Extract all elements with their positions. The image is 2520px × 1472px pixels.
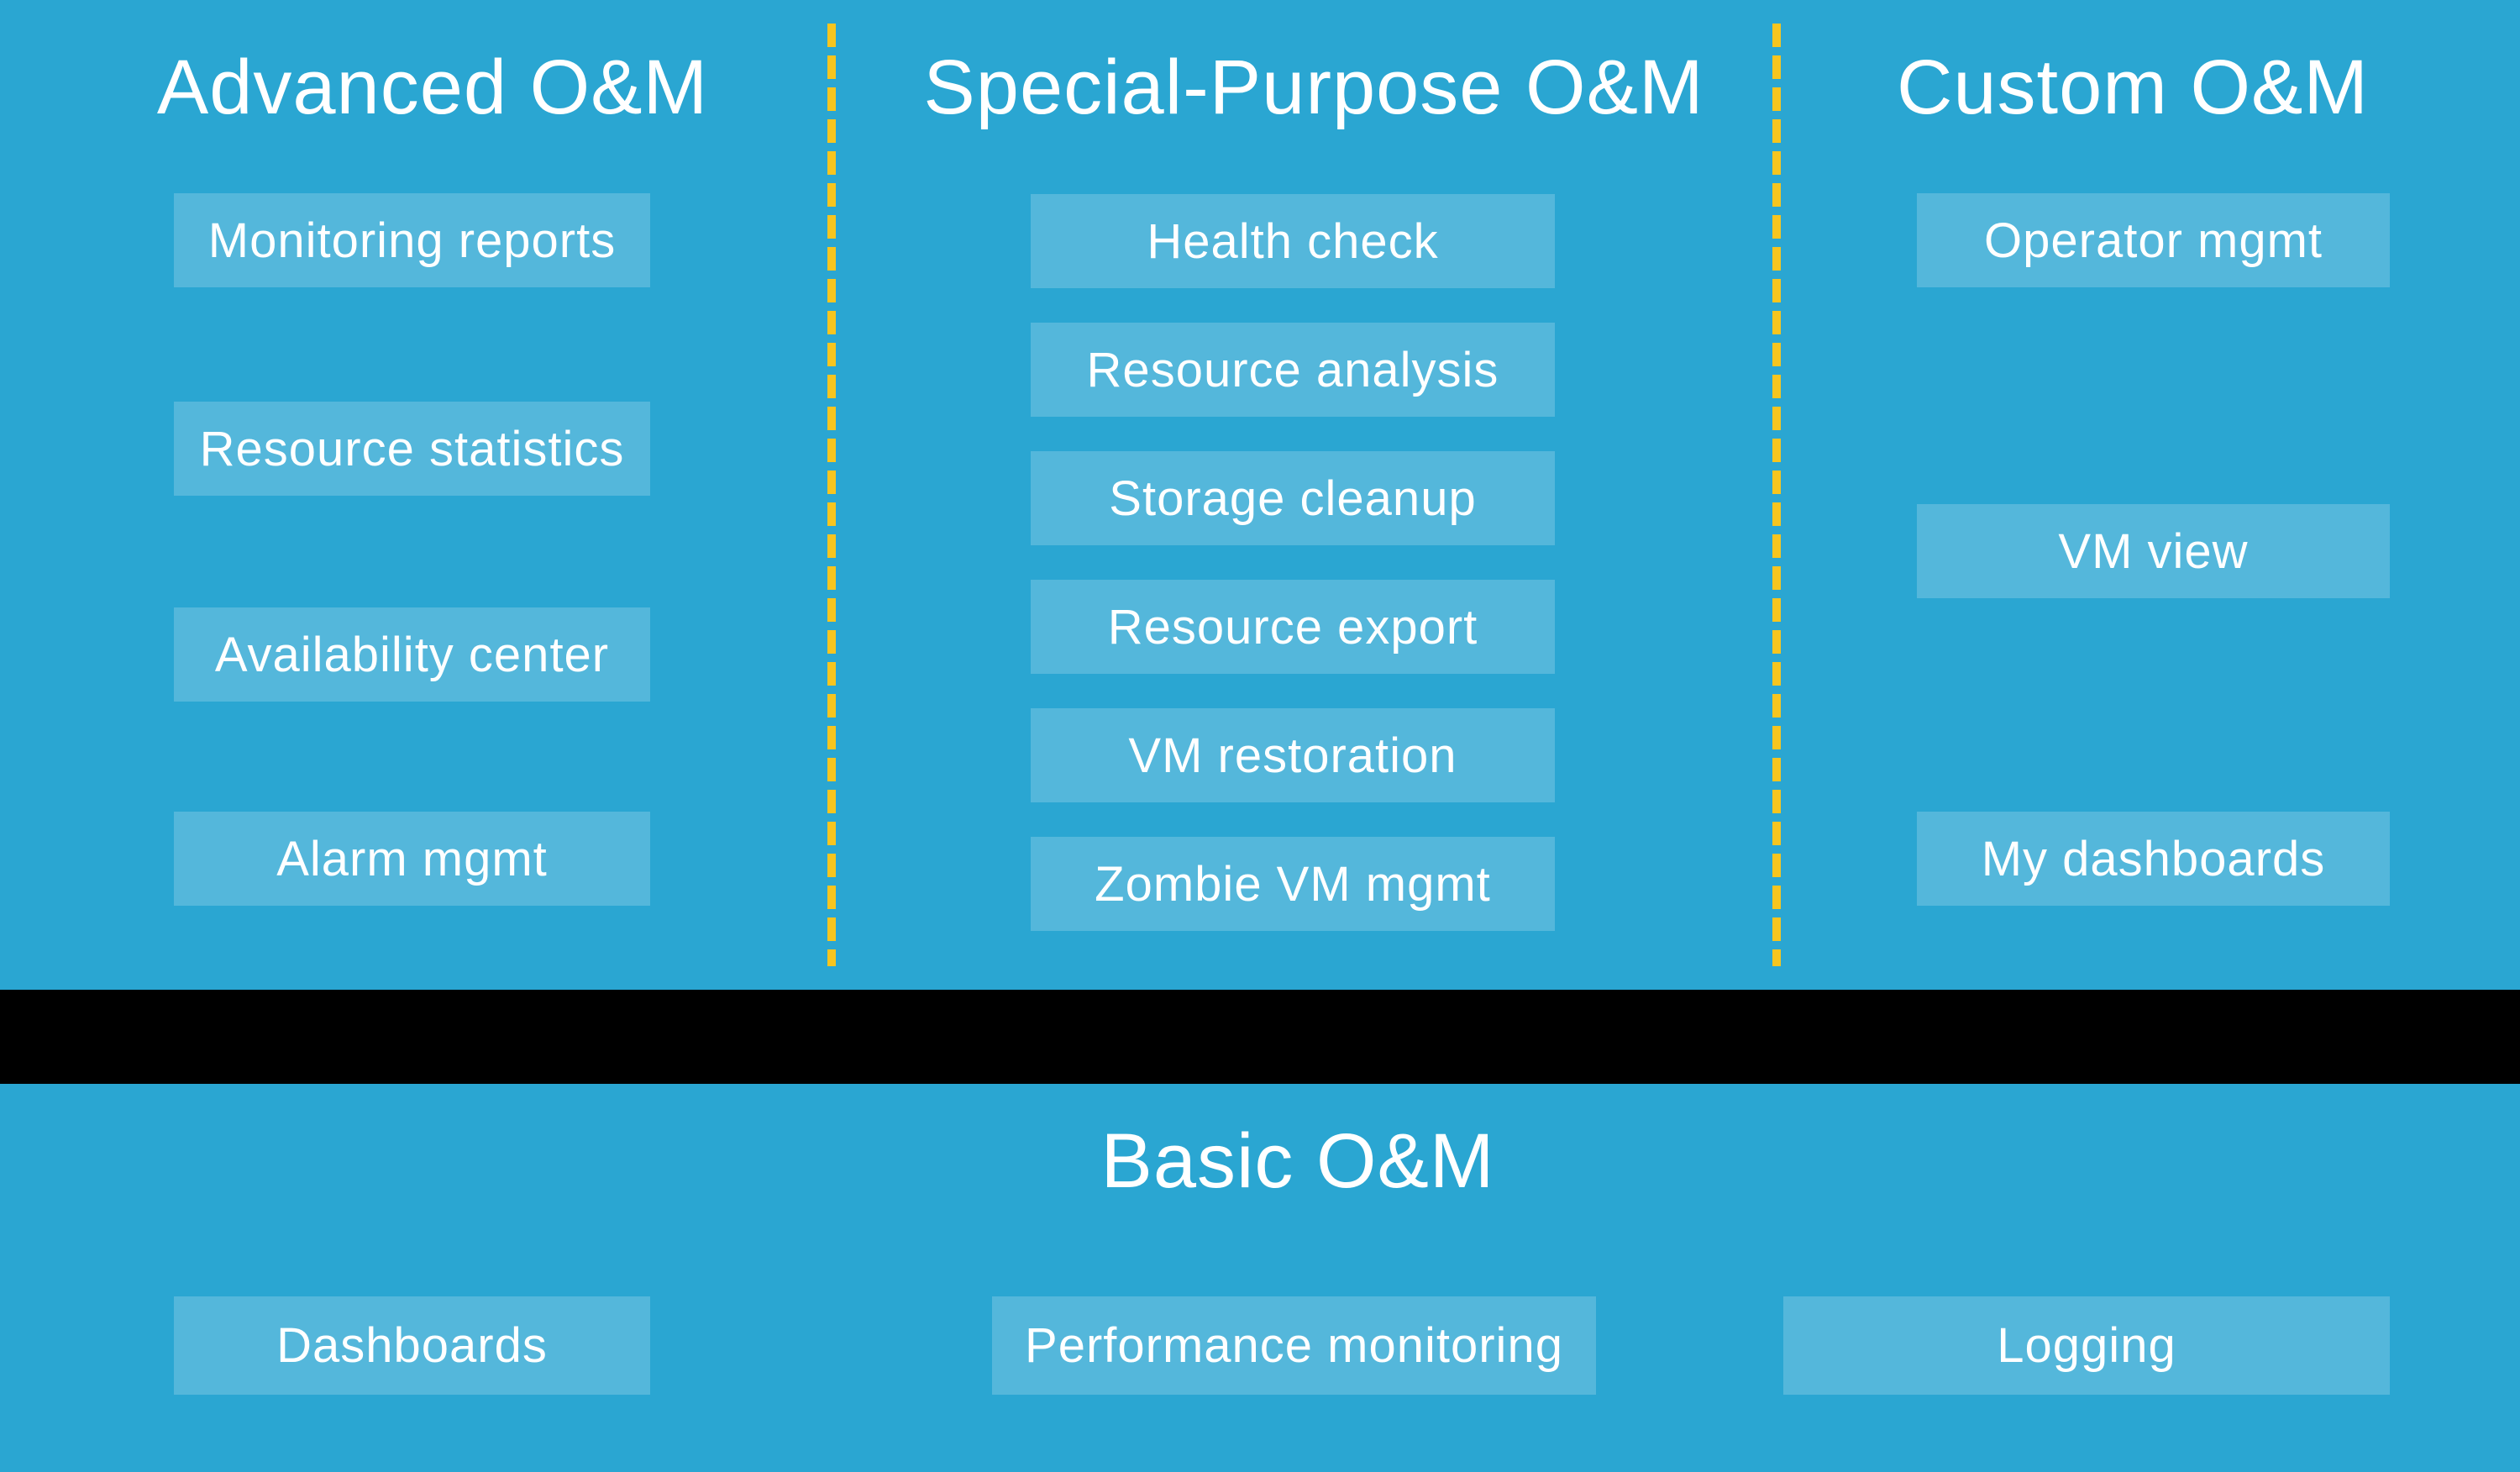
custom-om-title: Custom O&M	[1896, 45, 2370, 130]
feature-box-storage-cleanup: Storage cleanup	[1031, 451, 1555, 545]
feature-box-zombie-vm-mgmt: Zombie VM mgmt	[1031, 837, 1555, 931]
special-purpose-om-title: Special-Purpose O&M	[923, 45, 1704, 130]
feature-box-monitoring-reports: Monitoring reports	[174, 193, 650, 287]
feature-box-operator-mgmt: Operator mgmt	[1917, 193, 2390, 287]
column-divider-left	[827, 24, 836, 966]
basic-om-title: Basic O&M	[1100, 1118, 1495, 1204]
column-divider-right	[1772, 24, 1781, 966]
feature-box-health-check: Health check	[1031, 194, 1555, 288]
section-divider-bar	[0, 990, 2520, 1084]
feature-box-resource-export: Resource export	[1031, 580, 1555, 674]
feature-box-resource-statistics: Resource statistics	[174, 402, 650, 496]
feature-box-my-dashboards: My dashboards	[1917, 812, 2390, 906]
feature-box-vm-restoration: VM restoration	[1031, 708, 1555, 802]
feature-box-resource-analysis: Resource analysis	[1031, 323, 1555, 417]
feature-box-performance-monitoring: Performance monitoring	[992, 1296, 1596, 1395]
feature-box-availability-center: Availability center	[174, 607, 650, 702]
feature-box-logging: Logging	[1783, 1296, 2390, 1395]
feature-box-dashboards: Dashboards	[174, 1296, 650, 1395]
advanced-om-title: Advanced O&M	[156, 45, 709, 130]
feature-box-alarm-mgmt: Alarm mgmt	[174, 812, 650, 906]
feature-box-vm-view: VM view	[1917, 504, 2390, 598]
